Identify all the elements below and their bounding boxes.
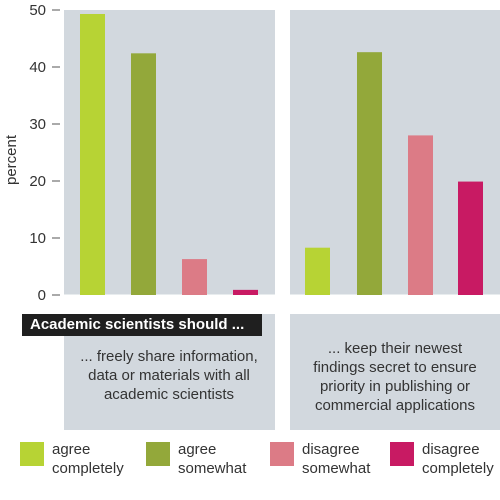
- bar-panel2-series1: [305, 247, 330, 295]
- bar-panel1-series4: [233, 289, 258, 295]
- y-tick-label: 40: [29, 59, 46, 76]
- y-tick-label: 50: [29, 2, 46, 19]
- panel-text-area-2: [290, 314, 500, 430]
- bar-panel1-series1: [80, 13, 105, 296]
- statement-banner: Academic scientists should ...: [22, 314, 262, 336]
- y-axis-label: percent: [3, 134, 20, 185]
- y-tick-label: 20: [29, 173, 46, 190]
- panel-statement-1: ... freely share information, data or ma…: [80, 348, 258, 403]
- bar-panel2-series4: [458, 181, 483, 295]
- bar-panel2-series3: [408, 135, 433, 295]
- y-axis: 0 10 20 30 40 50: [29, 2, 60, 304]
- legend-swatch: [270, 442, 294, 466]
- bar-panel1-series2: [131, 53, 156, 295]
- panel-statement-2: ... keep their newest findings secret to…: [313, 340, 477, 414]
- bar-panel1-series3: [182, 259, 207, 295]
- legend: agree completely agree somewhat disagree…: [20, 440, 500, 490]
- legend-label: agree somewhat: [178, 441, 247, 477]
- y-tick-label: 0: [38, 287, 46, 304]
- legend-swatch: [20, 442, 44, 466]
- legend-swatch: [390, 442, 414, 466]
- legend-label: agree completely: [52, 441, 124, 477]
- bars: [80, 13, 483, 296]
- y-tick-label: 30: [29, 116, 46, 133]
- legend-swatch: [146, 442, 170, 466]
- legend-label: disagree somewhat: [302, 441, 371, 477]
- legend-label: disagree completely: [422, 441, 494, 477]
- y-tick-label: 10: [29, 230, 46, 247]
- bar-panel2-series2: [357, 52, 382, 296]
